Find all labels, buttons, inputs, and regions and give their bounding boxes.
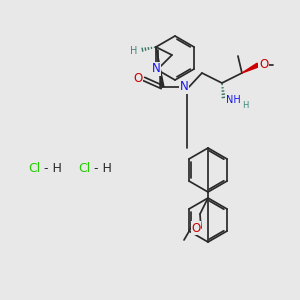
Text: O: O <box>191 221 201 235</box>
Polygon shape <box>160 67 164 87</box>
Text: Cl: Cl <box>78 161 90 175</box>
Text: NH: NH <box>226 95 240 105</box>
Text: H: H <box>242 101 248 110</box>
Text: Cl: Cl <box>28 161 40 175</box>
Text: N: N <box>180 80 188 94</box>
Polygon shape <box>242 63 259 73</box>
Text: - H: - H <box>40 161 62 175</box>
Text: N: N <box>152 62 160 76</box>
Text: O: O <box>259 58 268 71</box>
Text: H: H <box>130 46 138 56</box>
Text: O: O <box>133 71 142 85</box>
Text: - H: - H <box>90 161 112 175</box>
